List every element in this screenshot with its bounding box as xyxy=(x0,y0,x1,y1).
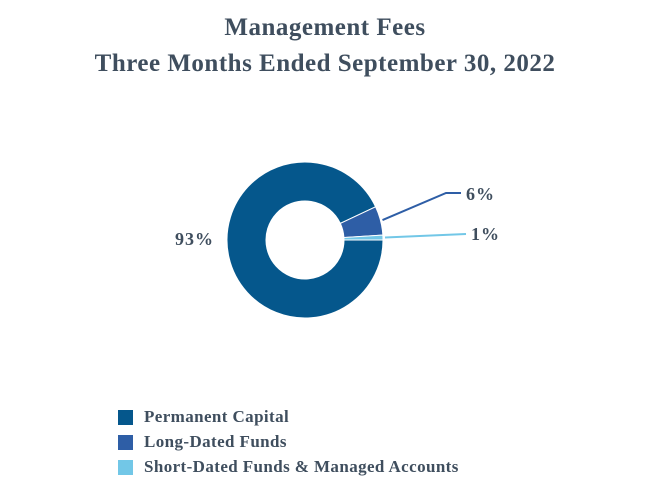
data-label-permanent-capital: 93% xyxy=(175,229,214,249)
legend-swatch xyxy=(118,434,133,450)
chart-title-line2: Three Months Ended September 30, 2022 xyxy=(94,50,556,77)
pie-slice xyxy=(226,161,384,319)
legend-label: Short-Dated Funds & Managed Accounts xyxy=(144,457,459,476)
chart-title: Management Fees Three Months Ended Septe… xyxy=(0,10,650,82)
legend-label: Long-Dated Funds xyxy=(144,432,287,451)
legend-item-permanent-capital: Permanent Capital xyxy=(118,407,459,427)
leader-line-long-dated-funds xyxy=(382,192,461,222)
legend-label: Permanent Capital xyxy=(144,407,290,426)
legend: Permanent Capital Long-Dated Funds Short… xyxy=(118,407,459,482)
leader-line-short-dated-funds xyxy=(384,233,467,239)
data-label-long-dated-funds: 6% xyxy=(466,184,495,204)
legend-swatch xyxy=(118,459,133,475)
legend-item-short-dated-funds: Short-Dated Funds & Managed Accounts xyxy=(118,457,459,477)
legend-item-long-dated-funds: Long-Dated Funds xyxy=(118,432,459,452)
legend-swatch xyxy=(118,409,133,425)
chart-title-line1: Management Fees xyxy=(224,14,426,41)
pie-slice xyxy=(343,234,384,241)
data-label-short-dated-funds: 1% xyxy=(471,224,500,244)
